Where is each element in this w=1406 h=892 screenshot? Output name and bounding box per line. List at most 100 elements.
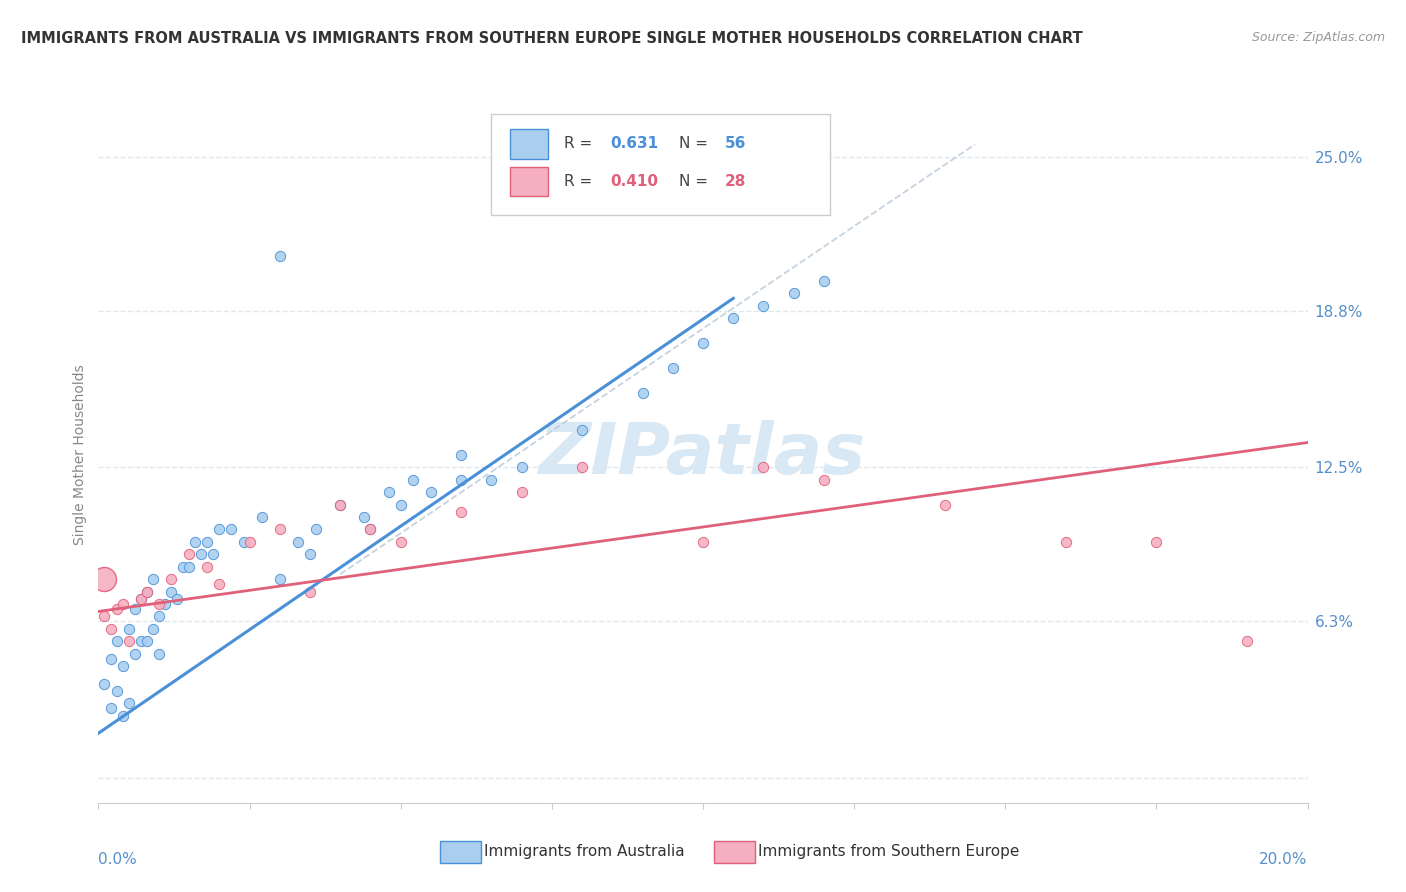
Point	[353, 510, 375, 524]
Point	[160, 572, 183, 586]
Point	[135, 584, 157, 599]
Point	[190, 547, 212, 561]
Point	[481, 473, 503, 487]
FancyBboxPatch shape	[509, 167, 548, 196]
Point	[148, 597, 170, 611]
Point	[389, 534, 412, 549]
Point	[631, 385, 654, 400]
Point	[360, 523, 382, 537]
Point	[142, 572, 165, 586]
Point	[221, 523, 243, 537]
Point	[934, 498, 956, 512]
Point	[450, 505, 472, 519]
Point	[129, 592, 152, 607]
Point	[510, 485, 533, 500]
Text: 56: 56	[724, 136, 747, 152]
Point	[195, 559, 218, 574]
Point	[135, 634, 157, 648]
Point	[389, 498, 412, 512]
Point	[269, 572, 291, 586]
Text: 0.0%: 0.0%	[98, 852, 138, 866]
Point	[105, 602, 128, 616]
Point	[208, 523, 231, 537]
Point	[118, 697, 141, 711]
Text: N =: N =	[679, 174, 713, 189]
Point	[510, 460, 533, 475]
Point	[172, 559, 194, 574]
Point	[129, 634, 152, 648]
Point	[239, 534, 262, 549]
Point	[305, 523, 328, 537]
Point	[111, 659, 134, 673]
Text: Source: ZipAtlas.com: Source: ZipAtlas.com	[1251, 31, 1385, 45]
Point	[148, 609, 170, 624]
Point	[450, 473, 472, 487]
Point	[111, 597, 134, 611]
Text: 28: 28	[724, 174, 747, 189]
Point	[752, 299, 775, 313]
Point	[813, 274, 835, 288]
Point	[723, 311, 745, 326]
Point	[1144, 534, 1167, 549]
Point	[160, 584, 183, 599]
Text: Immigrants from Australia: Immigrants from Australia	[484, 845, 685, 859]
Point	[783, 286, 806, 301]
Point	[692, 336, 714, 351]
Point	[118, 634, 141, 648]
Point	[184, 534, 207, 549]
Point	[202, 547, 225, 561]
Point	[100, 622, 122, 636]
Point	[142, 622, 165, 636]
Point	[571, 423, 593, 437]
Point	[93, 676, 115, 690]
Point	[179, 547, 201, 561]
Text: N =: N =	[679, 136, 713, 152]
Text: Immigrants from Southern Europe: Immigrants from Southern Europe	[758, 845, 1019, 859]
Text: 0.410: 0.410	[610, 174, 658, 189]
Point	[752, 460, 775, 475]
Point	[377, 485, 399, 500]
Point	[153, 597, 176, 611]
Point	[148, 647, 170, 661]
Point	[111, 708, 134, 723]
Point	[661, 360, 683, 375]
Point	[179, 559, 201, 574]
Text: 0.631: 0.631	[610, 136, 658, 152]
Point	[287, 534, 309, 549]
Point	[1054, 534, 1077, 549]
Point	[105, 634, 128, 648]
Point	[813, 473, 835, 487]
Y-axis label: Single Mother Households: Single Mother Households	[73, 365, 87, 545]
Text: 20.0%: 20.0%	[1260, 852, 1308, 866]
Point	[124, 647, 146, 661]
Point	[93, 609, 115, 624]
FancyBboxPatch shape	[492, 114, 830, 215]
Point	[208, 577, 231, 591]
Text: IMMIGRANTS FROM AUSTRALIA VS IMMIGRANTS FROM SOUTHERN EUROPE SINGLE MOTHER HOUSE: IMMIGRANTS FROM AUSTRALIA VS IMMIGRANTS …	[21, 31, 1083, 46]
Point	[166, 592, 188, 607]
FancyBboxPatch shape	[509, 129, 548, 159]
Point	[129, 592, 152, 607]
Point	[100, 701, 122, 715]
Point	[118, 622, 141, 636]
Point	[329, 498, 352, 512]
Point	[250, 510, 273, 524]
Point	[124, 602, 146, 616]
Point	[571, 460, 593, 475]
Text: R =: R =	[564, 136, 598, 152]
Point	[329, 498, 352, 512]
Point	[269, 523, 291, 537]
Point	[195, 534, 218, 549]
Point	[100, 651, 122, 665]
Text: ZIPatlas: ZIPatlas	[540, 420, 866, 490]
Point	[299, 584, 322, 599]
Point	[93, 572, 115, 586]
Point	[692, 534, 714, 549]
Point	[360, 523, 382, 537]
Point	[232, 534, 254, 549]
Point	[135, 584, 157, 599]
Point	[450, 448, 472, 462]
Point	[402, 473, 425, 487]
Point	[105, 684, 128, 698]
Text: R =: R =	[564, 174, 598, 189]
